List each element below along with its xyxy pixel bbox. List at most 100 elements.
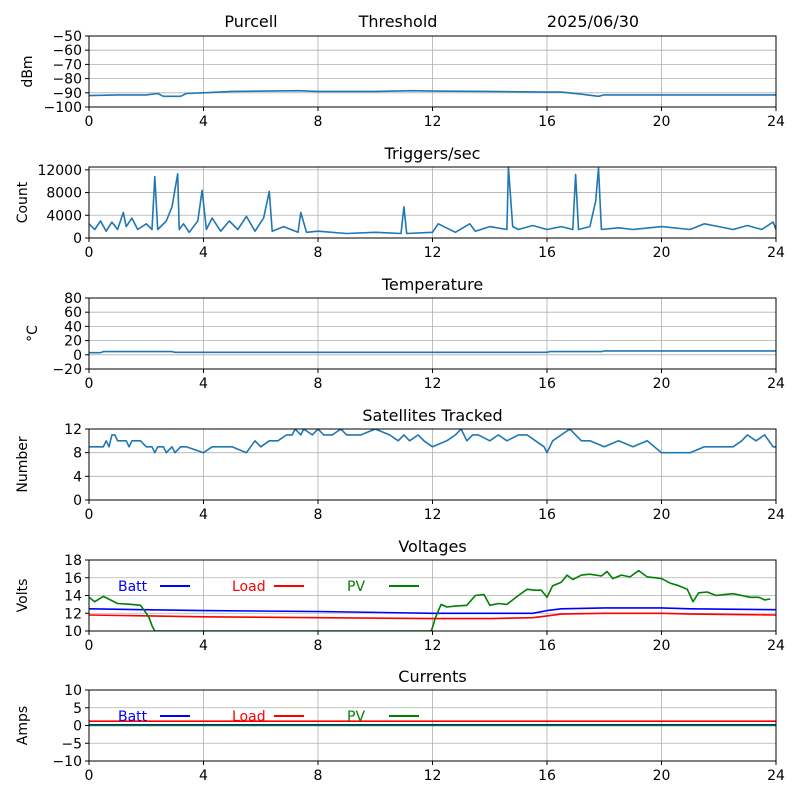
triggers-title: Triggers/sec [384, 144, 481, 163]
satellites-ylabel: Number [15, 436, 31, 492]
temperature-xtick-label: 24 [767, 376, 785, 392]
signal-ylabel: dBm [20, 55, 36, 87]
temperature-xtick-label: 4 [199, 376, 208, 392]
currents-xtick-label: 8 [314, 768, 323, 784]
temperature-ytick-label: 60 [64, 305, 82, 321]
voltages-series-load-line [89, 612, 776, 620]
voltages-ylabel: Volts [15, 579, 31, 613]
satellites-ytick-label: 8 [73, 446, 82, 462]
signal-series-0-line [89, 89, 776, 98]
currents-xtick-label: 16 [538, 768, 556, 784]
header-station: Purcell [224, 12, 277, 31]
currents-legend-label-load: Load [232, 709, 266, 725]
satellites-ytick-label: 12 [64, 422, 82, 438]
satellites-xtick-label: 16 [538, 507, 556, 523]
temperature-xtick-label: 0 [85, 376, 94, 392]
triggers-panel: 0 4 8 12 16 20 24 0 4000 8000 12000 Triggers/sec Cou… [15, 144, 785, 261]
voltages-xtick-label: 12 [424, 638, 442, 654]
triggers-series-0-line [89, 167, 776, 235]
signal-ytick-label: −100 [44, 100, 82, 116]
voltages-series-batt-line [89, 607, 776, 615]
signal-xtick-label: 20 [653, 114, 671, 130]
triggers-ytick-label: 8000 [46, 186, 82, 202]
voltages-ytick-label: 18 [64, 553, 82, 569]
temperature-xtick-label: 20 [653, 376, 671, 392]
signal-ytick-label: −70 [52, 57, 82, 73]
triggers-xtick-label: 0 [85, 245, 94, 261]
voltages-legend-label-pv: PV [347, 579, 365, 595]
satellites-ytick-label: 4 [73, 469, 82, 485]
satellites-xtick-label: 24 [767, 507, 785, 523]
voltages-ytick-label: 14 [64, 589, 82, 605]
temperature-ytick-label: 40 [64, 319, 82, 335]
voltages-ytick-label: 10 [64, 624, 82, 640]
signal-xtick-label: 16 [538, 114, 556, 130]
currents-xtick-label: 12 [424, 768, 442, 784]
currents-xtick-label: 0 [85, 768, 94, 784]
temperature-title: Temperature [381, 275, 483, 294]
satellites-xtick-label: 0 [85, 507, 94, 523]
triggers-ytick-label: 0 [73, 231, 82, 247]
signal-xtick-label: 24 [767, 114, 785, 130]
satellites-title: Satellites Tracked [362, 406, 502, 425]
currents-panel: 0 4 8 12 16 20 24 −10 −50 5 10 Currents Amps Batt Load… [15, 667, 785, 784]
satellites-xtick-label: 20 [653, 507, 671, 523]
currents-ytick-label: 5 [73, 701, 82, 717]
voltages-title: Voltages [398, 537, 466, 556]
voltages-ytick-label: 16 [64, 571, 82, 587]
currents-ylabel: Amps [15, 706, 31, 745]
satellites-ytick-label: 0 [73, 493, 82, 509]
satellites-xtick-label: 4 [199, 507, 208, 523]
signal-ytick-label: −50 [52, 29, 82, 45]
triggers-xtick-label: 4 [199, 245, 208, 261]
header-mode: Threshold [358, 12, 438, 31]
voltages-xtick-label: 16 [538, 638, 556, 654]
voltages-series-pv-line [89, 569, 771, 631]
signal-ytick-label: −80 [52, 72, 82, 88]
voltages-legend-label-load: Load [232, 579, 266, 595]
currents-legend-label-batt: Batt [118, 709, 148, 725]
signal-ytick-label: −90 [52, 86, 82, 102]
currents-legend-label-pv: PV [347, 709, 365, 725]
voltages-xtick-label: 24 [767, 638, 785, 654]
currents-xtick-label: 4 [199, 768, 208, 784]
header-date: 2025/06/30 [547, 12, 639, 31]
currents-xtick-label: 20 [653, 768, 671, 784]
triggers-xtick-label: 24 [767, 245, 785, 261]
satellites-xtick-label: 8 [314, 507, 323, 523]
triggers-ytick-label: 12000 [37, 163, 82, 179]
temperature-series-0-line [89, 350, 776, 354]
temperature-ytick-label: 20 [64, 334, 82, 350]
currents-ytick-label: −10 [52, 754, 82, 770]
currents-title: Currents [398, 667, 466, 686]
triggers-xtick-label: 12 [424, 245, 442, 261]
voltages-xtick-label: 20 [653, 638, 671, 654]
voltages-legend-label-batt: Batt [118, 579, 148, 595]
triggers-xtick-label: 20 [653, 245, 671, 261]
currents-ytick-label: −5 [61, 736, 82, 752]
temperature-xtick-label: 8 [314, 376, 323, 392]
voltages-xtick-label: 8 [314, 638, 323, 654]
temperature-xtick-label: 12 [424, 376, 442, 392]
temperature-ylabel: °C [25, 325, 41, 342]
triggers-xtick-label: 16 [538, 245, 556, 261]
voltages-xtick-label: 4 [199, 638, 208, 654]
triggers-ylabel: Count [15, 181, 31, 223]
satellites-series-0-line [89, 429, 776, 454]
signal-xtick-label: 12 [424, 114, 442, 130]
signal-xtick-label: 0 [85, 114, 94, 130]
signal-ytick-label: −60 [52, 43, 82, 59]
temperature-ytick-label: −20 [52, 362, 82, 378]
signal-xtick-label: 8 [314, 114, 323, 130]
triggers-xtick-label: 8 [314, 245, 323, 261]
signal-xtick-label: 4 [199, 114, 208, 130]
satellites-panel: 0 4 8 12 16 20 24 0 4 8 12 Satellites Tracked Number [15, 406, 785, 523]
temperature-ytick-label: 80 [64, 291, 82, 307]
voltages-ytick-label: 12 [64, 606, 82, 622]
currents-xtick-label: 24 [767, 768, 785, 784]
currents-ytick-label: 10 [64, 683, 82, 699]
